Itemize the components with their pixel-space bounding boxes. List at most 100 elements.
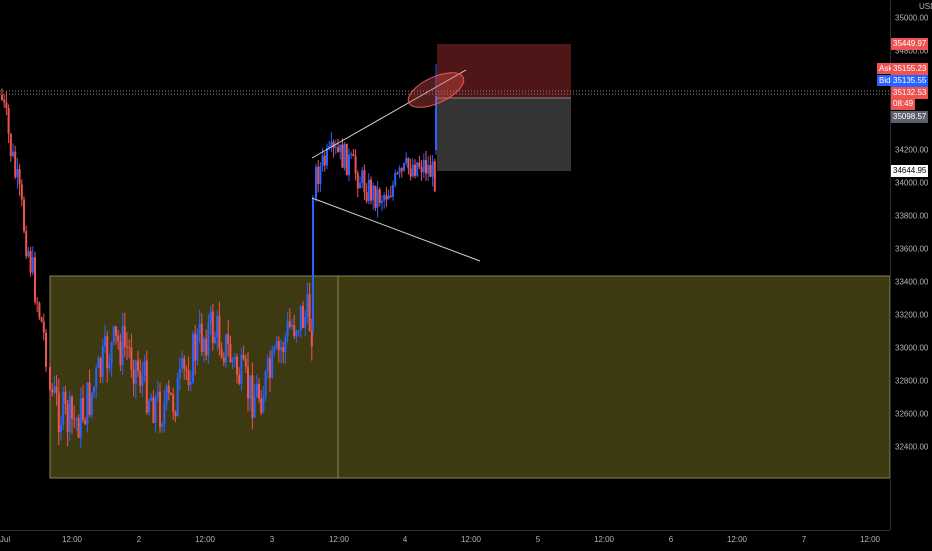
candle-body	[277, 340, 280, 351]
candle-body	[220, 348, 223, 358]
candle-body	[5, 102, 8, 109]
time-tick-label: 12:00	[726, 535, 748, 544]
candle-body	[385, 195, 388, 200]
bid-label: Bid	[877, 75, 893, 86]
candle-body	[350, 153, 353, 155]
candle-body	[392, 185, 394, 197]
candle-body	[106, 336, 109, 369]
candle-body	[297, 330, 300, 332]
countdown-tag: 08:49	[891, 98, 916, 110]
candle-body	[273, 347, 276, 351]
candle-body	[172, 394, 175, 412]
candle-body	[167, 386, 170, 393]
candle-body	[306, 294, 309, 318]
stop-loss-zone	[437, 98, 571, 171]
candle-body	[405, 158, 408, 164]
candle-body	[288, 321, 291, 328]
candle-body	[315, 166, 317, 198]
candle-body	[367, 179, 370, 202]
candle-body	[370, 179, 372, 201]
time-axis[interactable]: Jul 12:00 2 12:00 3 12:00 4 12:00 5 12:00 6 12:00 7 1…	[0, 530, 890, 551]
time-tick-label: 3	[269, 535, 275, 544]
candle-body	[394, 172, 397, 186]
price-tick-label: 33800.00	[895, 211, 929, 221]
candle-body	[207, 322, 210, 356]
candle-body	[302, 305, 304, 328]
price-tick-label: 34200.00	[895, 145, 929, 155]
time-tick-label: 5	[535, 535, 541, 544]
candle-body	[90, 392, 93, 415]
candle-body	[137, 360, 139, 372]
candle-body	[40, 317, 43, 322]
candle-body	[387, 195, 390, 200]
candle-body	[150, 397, 153, 402]
target-price-tag: 35449.97	[891, 38, 929, 50]
price-chart[interactable]	[0, 0, 891, 530]
time-tick-label: 12:00	[460, 535, 482, 544]
candle-body	[381, 200, 383, 203]
price-tick-label: 34800.00	[895, 46, 929, 56]
price-axis[interactable]: USD 35000.0034800.0034600.0034400.003420…	[877, 0, 932, 530]
candle-body	[238, 374, 241, 384]
candle-body	[31, 257, 34, 273]
candle-body	[431, 161, 434, 177]
candle-body	[25, 231, 28, 257]
time-tick-label: 2	[136, 535, 142, 544]
candle-body	[284, 336, 287, 353]
candle-body	[181, 358, 183, 369]
candle-body	[75, 418, 78, 420]
candle-body	[62, 391, 65, 425]
candle-body	[363, 170, 366, 193]
candle-body	[152, 397, 155, 423]
price-tick-label: 32800.00	[895, 376, 929, 386]
candle-body	[319, 165, 322, 184]
candle-body	[20, 184, 23, 200]
candle-body	[45, 332, 47, 367]
candle-body	[356, 173, 359, 189]
candle-body	[341, 144, 344, 168]
candle-body	[286, 321, 289, 337]
candle-body	[117, 335, 120, 342]
candle-body	[365, 192, 368, 202]
candle-body	[354, 156, 357, 174]
candle-body	[227, 334, 230, 345]
candle-body	[159, 391, 161, 428]
time-tick-label: 12:00	[194, 535, 216, 544]
candle-body	[293, 325, 296, 337]
price-tick-label: 32400.00	[895, 442, 929, 452]
candle-body	[187, 370, 190, 385]
candle-body	[332, 141, 335, 149]
candle-body	[418, 162, 421, 168]
candle-body	[262, 396, 265, 413]
candle-body	[216, 315, 219, 338]
candle-body	[310, 330, 313, 347]
candle-body	[49, 366, 51, 390]
candle-body	[79, 397, 82, 438]
candle-body	[183, 358, 186, 369]
candle-body	[330, 141, 333, 146]
candle-body	[178, 368, 181, 379]
candle-body	[53, 386, 56, 393]
candle-body	[409, 168, 412, 177]
candle-body	[255, 383, 258, 398]
candle-body	[174, 411, 177, 417]
candle-body	[205, 338, 208, 356]
candle-body	[396, 172, 399, 174]
candle-body	[214, 337, 216, 343]
candle-body	[139, 371, 142, 386]
candle-body	[143, 360, 146, 376]
candle-body	[236, 356, 238, 375]
candle-body	[383, 195, 386, 201]
candle-body	[249, 375, 252, 399]
candle-body	[57, 392, 60, 432]
candle-body	[73, 418, 76, 420]
candle-body	[429, 165, 432, 177]
chart-area[interactable]	[0, 0, 891, 530]
candle-body	[12, 151, 14, 157]
candle-body	[361, 170, 364, 184]
currency-label: USD	[919, 2, 932, 11]
candle-body	[148, 401, 150, 413]
candle-body	[304, 317, 307, 328]
candle-body	[282, 347, 285, 353]
price-tick-label: 33200.00	[895, 310, 929, 320]
